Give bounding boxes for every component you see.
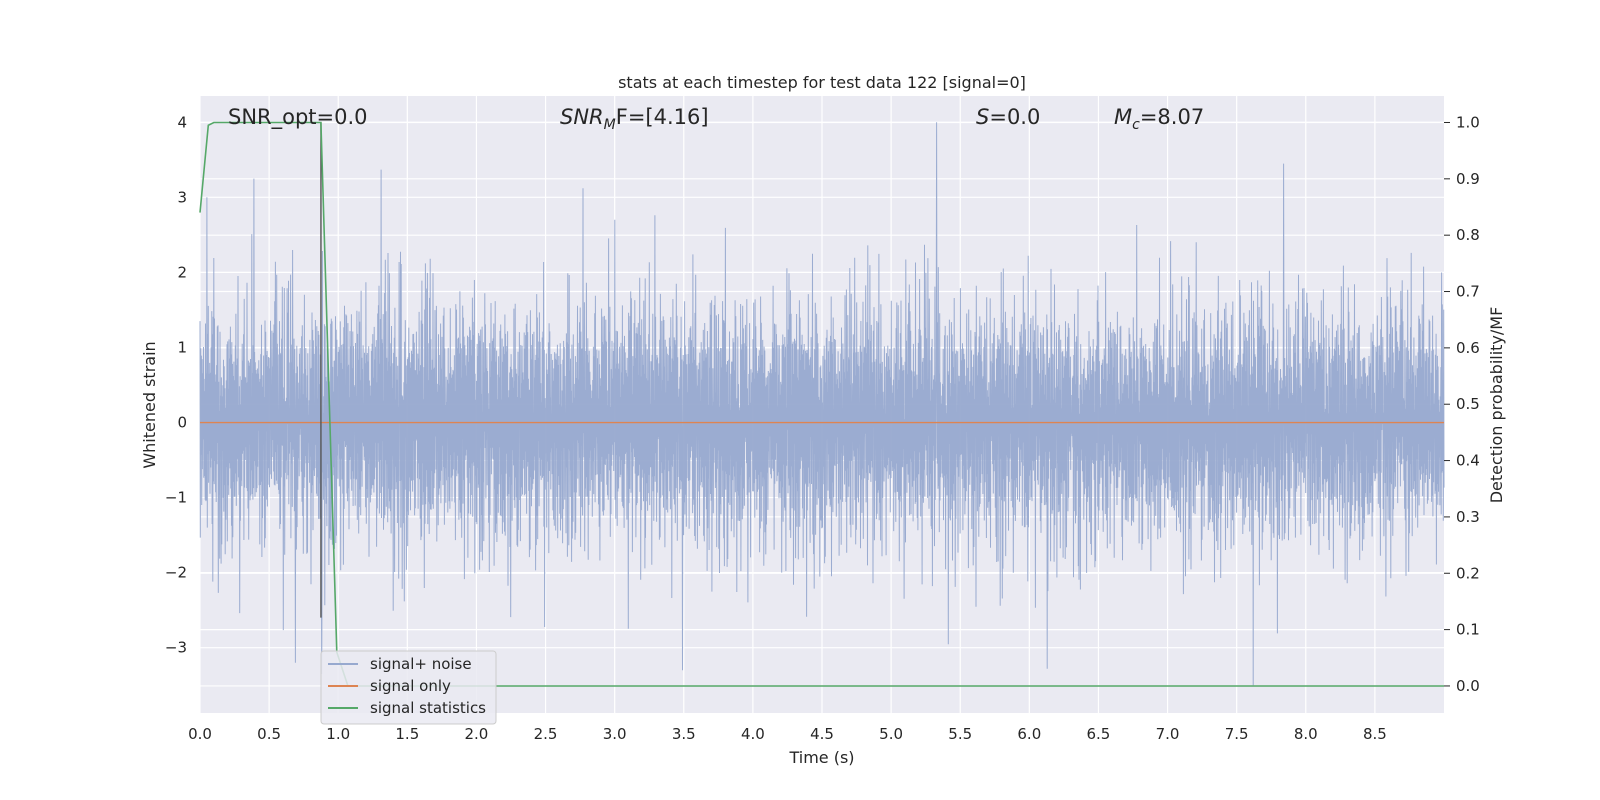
y-tick-label: 2 bbox=[177, 263, 187, 281]
annotation-s: S=0.0 bbox=[976, 105, 1040, 129]
y-tick-label: 3 bbox=[177, 188, 187, 206]
x-tick-label: 8.0 bbox=[1294, 725, 1318, 743]
x-tick-label: 1.5 bbox=[395, 725, 419, 743]
y-right-tick-label: 0.3 bbox=[1456, 508, 1480, 526]
x-tick-label: 4.0 bbox=[741, 725, 765, 743]
y-axis-right-label: Detection probability/MF bbox=[1487, 307, 1506, 504]
legend-box bbox=[320, 650, 497, 725]
y-right-tick-label: 0.9 bbox=[1456, 170, 1480, 188]
annotation-snr-opt: SNR_opt=0.0 bbox=[228, 105, 368, 130]
x-tick-label: 2.5 bbox=[534, 725, 558, 743]
x-axis-label: Time (s) bbox=[788, 748, 854, 767]
legend: signal+ noise signal only signal statist… bbox=[320, 650, 497, 725]
y-right-tick-label: 0.0 bbox=[1456, 677, 1480, 695]
ticks-layer: 0.0 0.5 1.0 1.5 2.0 2.5 3.0 3.5 4.0 4.5 5.0 5.5 6.0 6… bbox=[165, 113, 1480, 743]
y-tick-label: −2 bbox=[165, 564, 187, 582]
y-right-tick-label: 0.4 bbox=[1456, 452, 1480, 470]
y-right-tick-label: 0.2 bbox=[1456, 564, 1480, 582]
x-tick-label: 2.0 bbox=[465, 725, 489, 743]
x-tick-label: 5.5 bbox=[948, 725, 972, 743]
x-tick-label: 4.5 bbox=[810, 725, 834, 743]
x-tick-label: 3.5 bbox=[672, 725, 696, 743]
y-right-tick-label: 1.0 bbox=[1456, 113, 1480, 131]
x-tick-label: 3.0 bbox=[603, 725, 627, 743]
legend-label-signal-noise: signal+ noise bbox=[370, 655, 472, 673]
series-signal-noise bbox=[199, 122, 1445, 686]
x-tick-label: 6.0 bbox=[1017, 725, 1041, 743]
legend-label-signal-statistics: signal statistics bbox=[370, 699, 486, 717]
y-tick-label: −1 bbox=[165, 489, 187, 507]
x-tick-label: 7.0 bbox=[1156, 725, 1180, 743]
x-tick-label: 8.5 bbox=[1363, 725, 1387, 743]
y-tick-label: −3 bbox=[165, 639, 187, 657]
y-tick-label: 1 bbox=[177, 338, 187, 356]
y-right-tick-label: 0.5 bbox=[1456, 395, 1480, 413]
legend-label-signal-only: signal only bbox=[370, 677, 451, 695]
chart-title: stats at each timestep for test data 122… bbox=[618, 73, 1026, 92]
y-right-tick-label: 0.7 bbox=[1456, 283, 1480, 301]
y-tick-label: 0 bbox=[177, 414, 187, 432]
y-tick-label: 4 bbox=[177, 113, 187, 131]
annotation-mc: Mc=8.07 bbox=[1114, 105, 1204, 133]
y-right-tick-label: 0.6 bbox=[1456, 339, 1480, 357]
y-axis-label: Whitened strain bbox=[140, 341, 159, 468]
x-tick-label: 5.0 bbox=[879, 725, 903, 743]
x-tick-label: 6.5 bbox=[1087, 725, 1111, 743]
x-tick-label: 7.5 bbox=[1225, 725, 1249, 743]
annotation-snr-mf: SNRMF=[4.16] bbox=[560, 105, 709, 133]
y-right-tick-label: 0.8 bbox=[1456, 226, 1480, 244]
y-right-tick-label: 0.1 bbox=[1456, 621, 1480, 639]
x-tick-label: 0.0 bbox=[188, 725, 212, 743]
x-tick-label: 0.5 bbox=[257, 725, 281, 743]
x-tick-label: 1.0 bbox=[326, 725, 350, 743]
